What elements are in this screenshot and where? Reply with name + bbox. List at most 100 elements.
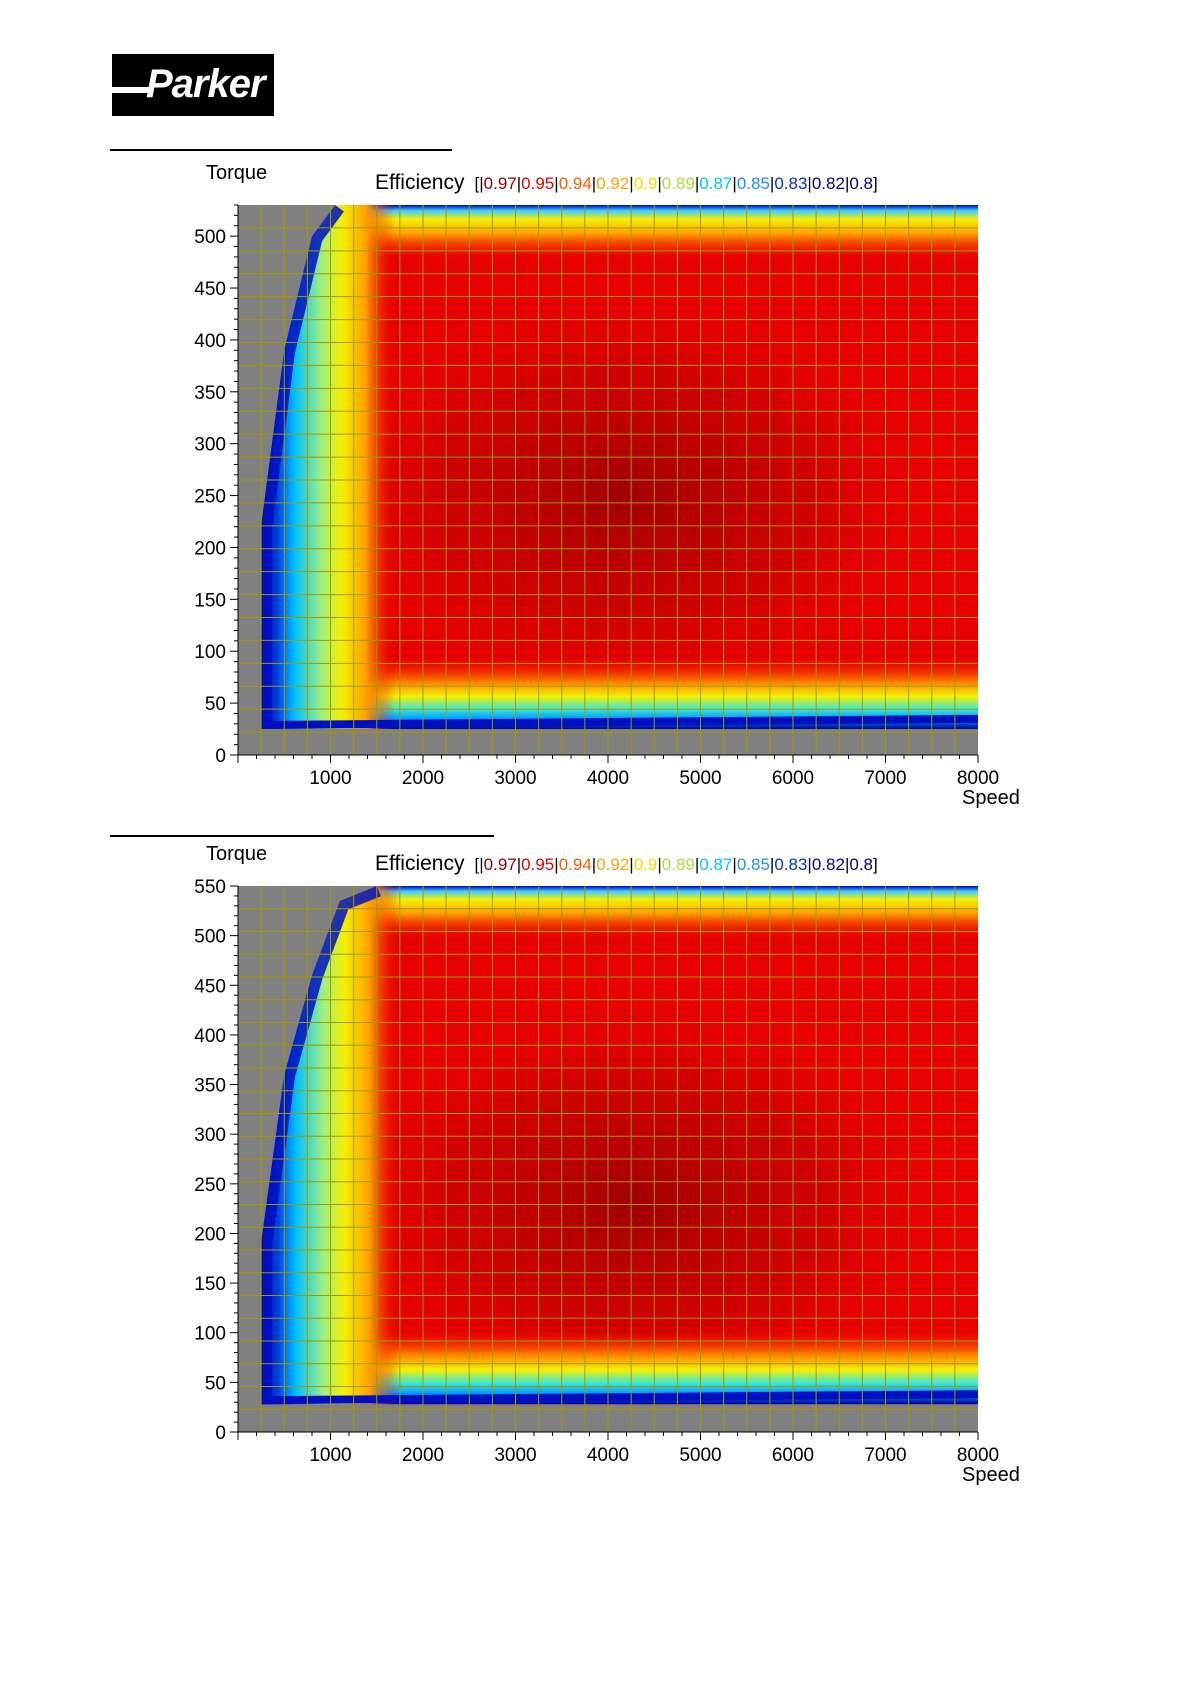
y-tick-label: 100 [194, 1324, 226, 1345]
legend-entry: 0.8 [849, 855, 873, 874]
legend-separator: | [479, 174, 483, 193]
legend-entry: 0.82 [812, 174, 845, 193]
y-tick-label: 350 [194, 383, 226, 404]
legend-separator: | [479, 855, 483, 874]
y-tick-label: 0 [215, 1423, 226, 1444]
y-tick-label: 150 [194, 590, 226, 611]
legend-entry: 0.94 [559, 174, 592, 193]
legend-separator: | [554, 174, 558, 193]
y-tick-label: 0 [215, 746, 226, 767]
x-tick-label: 7000 [864, 768, 906, 789]
legend-entry: 0.85 [737, 174, 770, 193]
plot-grid [238, 886, 978, 1432]
legend-separator: | [845, 174, 849, 193]
y-tick-label: 300 [194, 1125, 226, 1146]
peak-efficiency-region [315, 286, 938, 705]
min-torque-edge [261, 1390, 978, 1405]
legend-entry: 0.85 [737, 855, 770, 874]
legend-separator: | [657, 174, 661, 193]
legend-entry: 0.82 [812, 855, 845, 874]
legend-separator: | [517, 174, 521, 193]
legend-separator: | [807, 174, 811, 193]
y-tick-label: 200 [194, 538, 226, 559]
legend-entry: 0.89 [662, 855, 695, 874]
legend-title: Efficiency [375, 171, 465, 194]
y-tick-label: 50 [205, 1373, 226, 1394]
x-axis-title: Speed [962, 787, 1020, 809]
legend-separator: | [629, 174, 633, 193]
y-tick-label: 500 [194, 927, 226, 948]
y-tick-label: 150 [194, 1274, 226, 1295]
legend-entry: 0.95 [521, 174, 554, 193]
y-axis-title: Torque [206, 843, 267, 865]
logo-bar [112, 87, 152, 93]
x-axis-title: Speed [962, 1464, 1020, 1486]
legend-open-bracket: [ [475, 174, 480, 193]
legend-separator: | [732, 855, 736, 874]
y-tick-label: 500 [194, 227, 226, 248]
legend-entry: 0.89 [662, 174, 695, 193]
legend-entry: 0.83 [774, 174, 807, 193]
x-tick-label: 3000 [494, 768, 536, 789]
x-tick-label: 6000 [772, 768, 814, 789]
y-tick-label: 450 [194, 279, 226, 300]
legend-close-bracket: ] [873, 855, 878, 874]
legend-entry: 0.94 [559, 855, 592, 874]
y-tick-label: 400 [194, 1026, 226, 1047]
parker-logo: Parker [112, 54, 274, 116]
legend-entry: 0.83 [774, 855, 807, 874]
legend-entry: 0.92 [596, 855, 629, 874]
y-tick-label: 300 [194, 435, 226, 456]
efficiency-legend: Efficiency [|0.97|0.95|0.94|0.92|0.9|0.89… [375, 852, 878, 875]
x-tick-label: 8000 [957, 768, 999, 789]
y-tick-label: 450 [194, 976, 226, 997]
y-tick-label: 50 [205, 694, 226, 715]
efficiency-field [261, 205, 978, 730]
x-tick-label: 4000 [587, 768, 629, 789]
legend-separator: | [695, 855, 699, 874]
legend-separator: | [770, 855, 774, 874]
legend-separator: | [845, 855, 849, 874]
x-tick-label: 5000 [679, 768, 721, 789]
y-tick-label: 550 [194, 877, 226, 898]
legend-separator: | [732, 174, 736, 193]
min-torque-edge [261, 714, 978, 730]
legend-title: Efficiency [375, 852, 465, 875]
legend-separator: | [807, 855, 811, 874]
x-tick-label: 5000 [679, 1445, 721, 1466]
y-tick-label: 400 [194, 331, 226, 352]
x-tick-label: 6000 [772, 1445, 814, 1466]
x-tick-label: 8000 [957, 1445, 999, 1466]
peak-efficiency-region [324, 996, 947, 1405]
logo-text: Parker [146, 62, 266, 106]
efficiency-map-chart-1: 0 50 100 150 200 250 300 350 400 450 500 1000 2000 30… [194, 162, 1020, 809]
legend-separator: | [770, 174, 774, 193]
x-tick-label: 7000 [864, 1445, 906, 1466]
legend-separator: | [592, 855, 596, 874]
x-tick-label: 3000 [494, 1445, 536, 1466]
legend-separator: | [517, 855, 521, 874]
legend-entry: 0.8 [849, 174, 873, 193]
y-tick-label: 100 [194, 642, 226, 663]
y-axis-title: Torque [206, 162, 267, 184]
section-rule-1 [110, 149, 452, 151]
plot-grid [238, 205, 978, 755]
x-tick-label: 1000 [309, 768, 351, 789]
legend-separator: | [629, 855, 633, 874]
x-tick-label: 4000 [587, 1445, 629, 1466]
x-tick-label: 1000 [309, 1445, 351, 1466]
legend-entry: 0.87 [699, 174, 732, 193]
legend-separator: | [657, 855, 661, 874]
legend-open-bracket: [ [475, 855, 480, 874]
legend-separator: | [592, 174, 596, 193]
x-tick-label: 2000 [402, 768, 444, 789]
legend-entry: 0.92 [596, 174, 629, 193]
legend-entry: 0.97 [484, 855, 517, 874]
y-tick-label: 350 [194, 1076, 226, 1097]
legend-close-bracket: ] [873, 174, 878, 193]
legend-entry: 0.9 [634, 855, 658, 874]
legend-entry: 0.87 [699, 855, 732, 874]
efficiency-map-chart-2: 0 50 100 150 200 250 300 350 400 450 500 550 1000 200… [194, 843, 1020, 1486]
legend-separator: | [554, 855, 558, 874]
y-tick-label: 250 [194, 487, 226, 508]
